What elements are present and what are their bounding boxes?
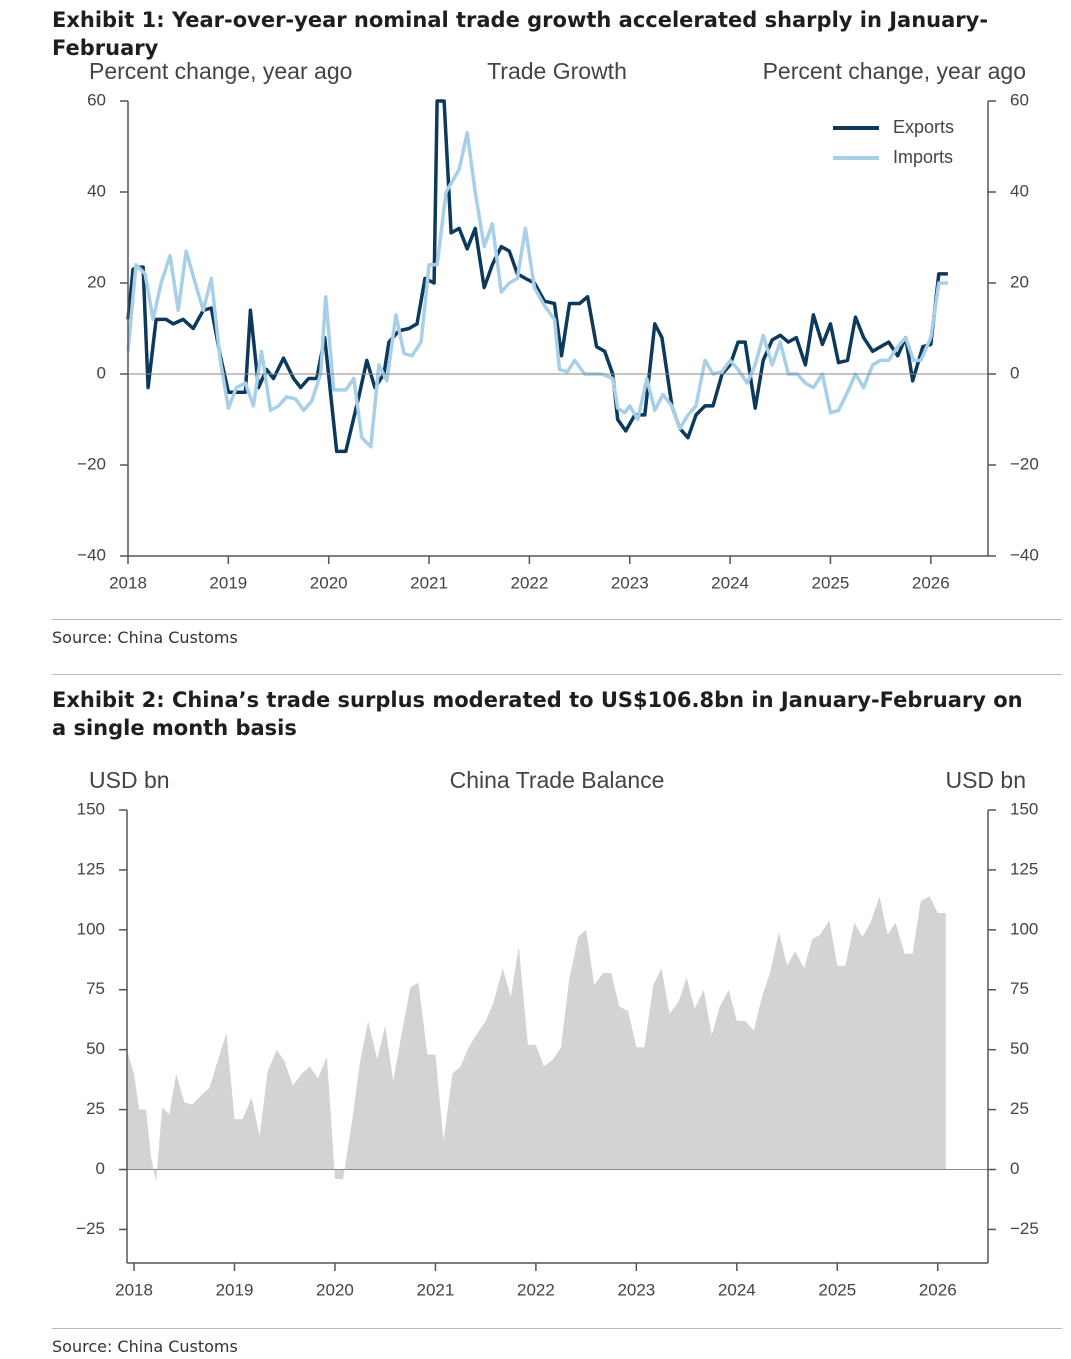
x-tick-label: 2022 bbox=[510, 573, 548, 592]
legend-label: Imports bbox=[893, 147, 953, 167]
x-tick-label: 2019 bbox=[216, 1280, 254, 1299]
chart-title: Trade Growth bbox=[487, 58, 627, 84]
y2-tick-label: −25 bbox=[1010, 1219, 1039, 1238]
y-tick-label: −20 bbox=[77, 454, 106, 473]
x-tick-label: 2023 bbox=[611, 573, 649, 592]
x-tick-label: 2026 bbox=[912, 573, 950, 592]
x-tick-label: 2025 bbox=[812, 573, 850, 592]
y2-tick-label: 150 bbox=[1010, 799, 1038, 818]
line-series bbox=[126, 99, 948, 454]
y2-tick-label: 60 bbox=[1010, 90, 1029, 109]
x-tick-label: 2020 bbox=[310, 573, 348, 592]
y2-tick-label: 40 bbox=[1010, 181, 1029, 200]
x-tick-label: 2023 bbox=[617, 1280, 655, 1299]
line-series bbox=[126, 131, 948, 449]
x-tick-label: 2018 bbox=[109, 573, 147, 592]
y-axis-label: Percent change, year ago bbox=[89, 58, 352, 84]
x-tick-label: 2021 bbox=[410, 573, 448, 592]
rule bbox=[52, 1328, 1062, 1329]
y2-tick-label: 125 bbox=[1010, 859, 1038, 878]
exhibit-title: Exhibit 1: Year-over-year nominal trade … bbox=[52, 8, 989, 60]
x-tick-label: 2019 bbox=[209, 573, 247, 592]
y2-tick-label: 0 bbox=[1010, 363, 1019, 382]
source: Source: China Customs bbox=[52, 628, 238, 647]
y-tick-label: 0 bbox=[96, 1159, 105, 1178]
y-tick-label: 75 bbox=[86, 979, 105, 998]
exhibit-title: Exhibit 2: China’s trade surplus moderat… bbox=[52, 688, 1023, 740]
area-series bbox=[127, 896, 946, 1182]
y-tick-label: 40 bbox=[87, 181, 106, 200]
y-tick-label: 20 bbox=[87, 272, 106, 291]
x-tick-label: 2025 bbox=[818, 1280, 856, 1299]
rule bbox=[52, 674, 1062, 675]
y-tick-label: 125 bbox=[77, 859, 105, 878]
x-tick-label: 2022 bbox=[517, 1280, 555, 1299]
x-tick-label: 2021 bbox=[417, 1280, 455, 1299]
y-tick-label: 0 bbox=[97, 363, 106, 382]
y2-tick-label: 75 bbox=[1010, 979, 1029, 998]
legend-label: Exports bbox=[893, 117, 954, 137]
y2-tick-label: 25 bbox=[1010, 1099, 1029, 1118]
x-tick-label: 2024 bbox=[718, 1280, 756, 1299]
y2-tick-label: −40 bbox=[1010, 545, 1039, 564]
chart-title: China Trade Balance bbox=[450, 767, 665, 793]
y-tick-label: −40 bbox=[77, 545, 106, 564]
y-tick-label: 25 bbox=[86, 1099, 105, 1118]
y-axis-label: USD bn bbox=[89, 767, 170, 793]
rule bbox=[52, 619, 1062, 620]
y2-tick-label: −20 bbox=[1010, 454, 1039, 473]
chart: China Trade Balance USD bn USD bn −25 0 25 50 7… bbox=[76, 767, 1039, 1299]
x-tick-label: 2018 bbox=[115, 1280, 153, 1299]
y-tick-label: 60 bbox=[87, 90, 106, 109]
y-tick-label: −25 bbox=[76, 1219, 105, 1238]
y2-tick-label: 20 bbox=[1010, 272, 1029, 291]
y2-axis-label: Percent change, year ago bbox=[763, 58, 1026, 84]
chart: Trade Growth Percent change, year ago Perc… bbox=[77, 58, 1039, 592]
y-tick-label: 50 bbox=[86, 1039, 105, 1058]
y2-tick-label: 0 bbox=[1010, 1159, 1019, 1178]
y2-tick-label: 50 bbox=[1010, 1039, 1029, 1058]
source: Source: China Customs bbox=[52, 1337, 238, 1356]
y2-axis-label: USD bn bbox=[945, 767, 1026, 793]
y-tick-label: 150 bbox=[77, 799, 105, 818]
y2-tick-label: 100 bbox=[1010, 919, 1038, 938]
x-tick-label: 2024 bbox=[711, 573, 749, 592]
x-tick-label: 2026 bbox=[919, 1280, 957, 1299]
y-tick-label: 100 bbox=[77, 919, 105, 938]
x-tick-label: 2020 bbox=[316, 1280, 354, 1299]
